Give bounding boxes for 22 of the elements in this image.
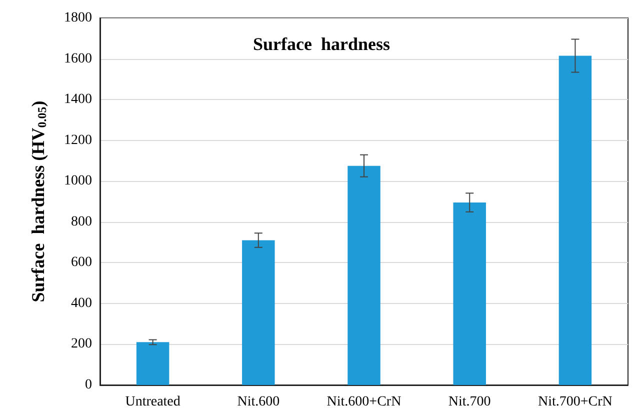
bar: [136, 342, 170, 385]
x-tick-label: Nit.600: [237, 394, 280, 410]
y-tick-label: 800: [71, 214, 92, 230]
x-tick-label: Untreated: [125, 394, 180, 410]
y-axis-title: Surface hardness (HV0.05): [28, 100, 49, 302]
bar: [453, 202, 486, 385]
y-tick-label: 1400: [64, 92, 92, 108]
bar: [348, 166, 380, 385]
bar: [242, 240, 275, 385]
y-tick-label: 200: [71, 336, 92, 352]
y-tick-label: 600: [71, 255, 92, 270]
y-tick-label: 1600: [64, 51, 92, 66]
y-tick-label: 1000: [64, 174, 92, 189]
x-tick-label: Nit.700: [448, 394, 491, 410]
bar: [558, 56, 592, 385]
y-tick-label: 0: [85, 378, 92, 392]
y-tick-label: 1200: [64, 132, 92, 148]
x-tick-label: Nit.700+CrN: [538, 394, 612, 410]
y-tick-label: 400: [71, 296, 92, 311]
y-tick-label: 1800: [64, 10, 92, 26]
x-tick-label: Nit.600+CrN: [326, 394, 402, 410]
text: Surface hardness: [253, 34, 390, 54]
